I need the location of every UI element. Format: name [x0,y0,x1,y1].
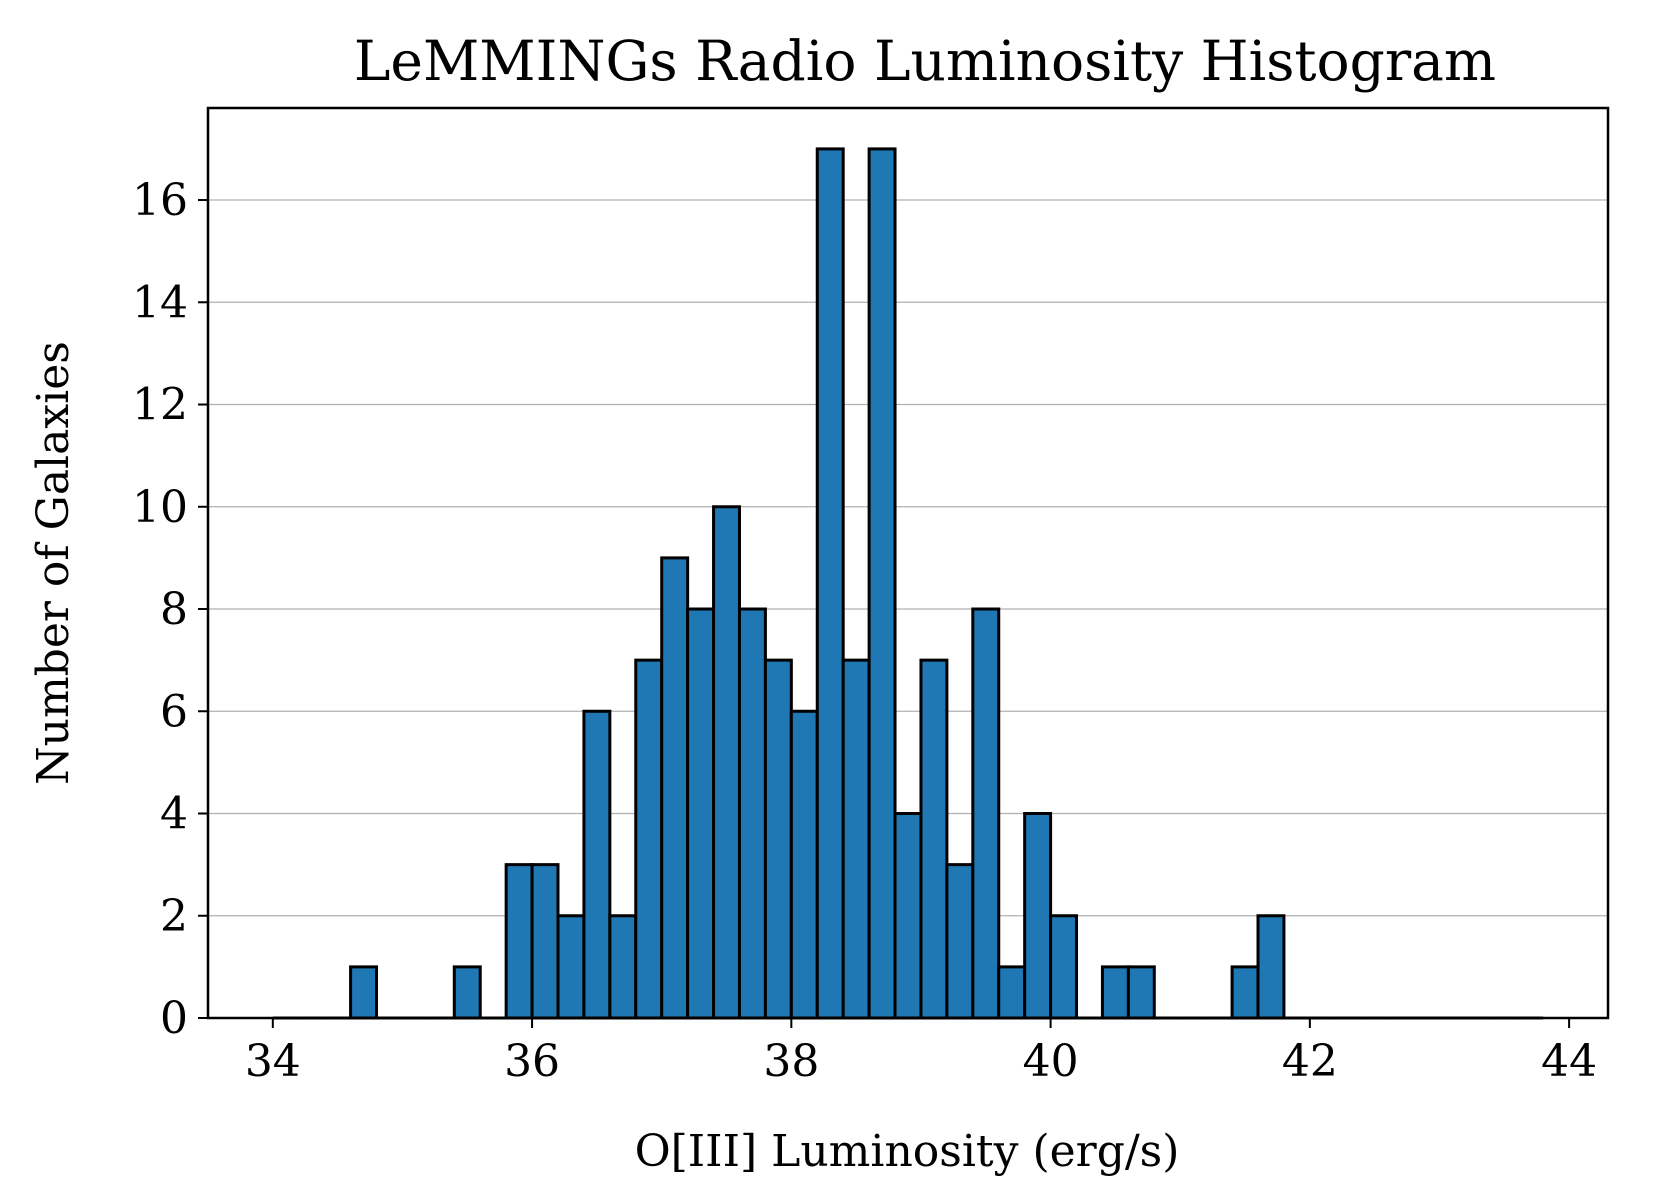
x-tick-label: 42 [1282,1036,1338,1087]
x-tick-label: 40 [1023,1036,1079,1087]
y-tick-label: 14 [132,277,188,328]
histogram-bar [763,658,793,1020]
histogram-bars [272,147,1544,1020]
x-tick-label: 34 [245,1036,301,1087]
y-axis-ticks: 0 2 4 6 8 10 12 14 16 [132,175,208,1044]
histogram-bar [1049,914,1079,1020]
histogram-bar [504,863,534,1020]
x-axis-ticks: 34 36 38 40 42 44 [245,1018,1597,1087]
y-tick-label: 12 [132,380,188,431]
histogram-bar [997,965,1027,1020]
y-tick-label: 8 [160,584,188,635]
y-tick-label: 16 [132,175,188,226]
histogram-bar [945,863,975,1020]
histogram-bar [1100,965,1130,1020]
chart-title: LeMMINGs Radio Luminosity Histogram [354,29,1496,93]
x-tick-label: 44 [1541,1036,1597,1087]
histogram-bar [1230,965,1260,1020]
y-tick-label: 6 [160,686,188,737]
histogram-bar [737,607,767,1020]
histogram-bar [971,607,1001,1020]
y-gridlines [208,199,1608,917]
y-tick-label: 0 [160,993,188,1044]
x-axis-label: O[III] Luminosity (erg/s) [635,1126,1180,1177]
histogram-bar [582,709,612,1020]
histogram-bar [634,658,664,1020]
histogram-bar [686,607,716,1020]
x-tick-label: 38 [763,1036,819,1087]
histogram-bar [815,147,845,1020]
histogram-bar [1126,965,1156,1020]
histogram-bar [841,658,871,1020]
histogram-bar [867,147,897,1020]
histogram-bar [919,658,949,1020]
histogram-bar [1023,812,1053,1020]
y-axis-label: Number of Galaxies [28,341,79,785]
histogram-bar [893,812,923,1020]
histogram-bar [712,505,741,1020]
y-tick-label: 2 [160,891,188,942]
histogram-bar [608,914,638,1020]
histogram-bar [660,556,690,1020]
x-tick-label: 36 [504,1036,560,1087]
histogram-bar [452,965,482,1020]
histogram-bar [556,914,586,1020]
histogram-bar [1256,914,1286,1020]
histogram-bar [530,863,560,1020]
plot-frame [206,106,1610,1020]
y-tick-label: 4 [160,789,188,840]
y-tick-label: 10 [132,482,188,533]
histogram-bar [349,965,379,1020]
histogram-bar [789,709,819,1020]
